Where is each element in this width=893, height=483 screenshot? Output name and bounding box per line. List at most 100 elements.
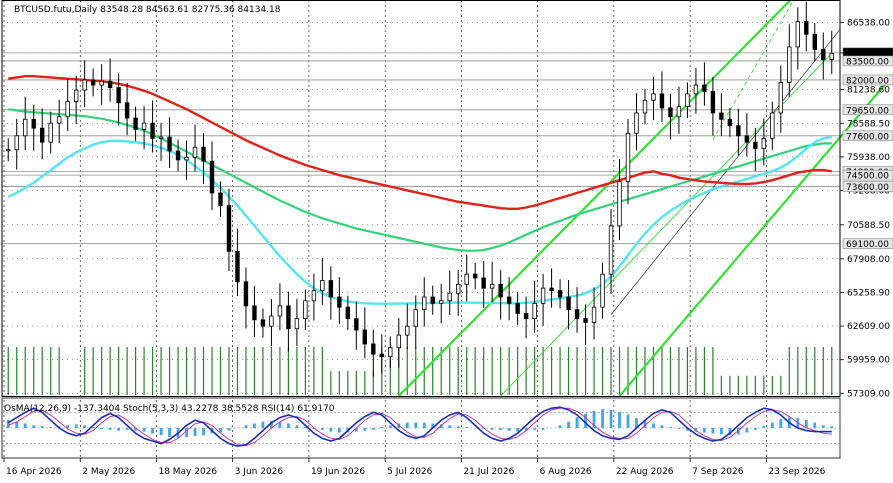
level-label-box <box>842 181 893 192</box>
volume-bar <box>831 347 833 395</box>
volume-bar <box>814 347 816 395</box>
volume-bar <box>168 347 171 395</box>
volume-bar <box>771 375 773 395</box>
candle-body <box>804 21 809 35</box>
osma-bar <box>100 428 104 429</box>
candle-body <box>260 319 266 327</box>
time-tick-label: 5 Jul 2026 <box>387 467 432 477</box>
candle-body <box>778 82 784 114</box>
osma-bar <box>74 424 78 428</box>
volume-bar <box>160 347 162 395</box>
osma-bar <box>151 428 154 434</box>
osma-bar <box>270 420 273 428</box>
osma-bar <box>159 428 163 436</box>
volume-bar <box>347 371 349 395</box>
level-label: 74500.00 <box>846 172 889 182</box>
volume-bar <box>432 347 434 395</box>
candle-body <box>464 273 469 285</box>
osma-bar <box>363 428 367 431</box>
osma-bar <box>728 428 732 436</box>
volume-bar <box>780 375 782 395</box>
volume-bar <box>134 347 137 395</box>
volume-bar <box>398 347 400 395</box>
volume-bar <box>695 347 697 395</box>
level-label: 69100.00 <box>846 240 889 250</box>
level-label: 82000.00 <box>846 76 889 86</box>
osma-bar <box>516 428 520 432</box>
osma-bar <box>414 422 418 428</box>
volume-bar <box>313 347 315 395</box>
candle-body <box>744 135 750 143</box>
candle-body <box>625 132 631 182</box>
volume-bar <box>601 347 604 395</box>
candle-body <box>345 306 351 319</box>
trend-line <box>712 0 795 140</box>
volume-bar <box>143 347 145 395</box>
candle-body <box>133 117 138 130</box>
volume-bar <box>754 375 756 395</box>
candle-body <box>388 347 393 358</box>
candle-body <box>668 107 673 118</box>
price-tick-label: 86538.00 <box>847 18 890 28</box>
volume-bar <box>321 347 323 395</box>
osma-bar <box>15 421 19 428</box>
osma-bar <box>337 428 341 433</box>
volume-bar <box>185 347 188 395</box>
osma-bar <box>23 423 27 428</box>
price-panel-frame <box>1 0 841 397</box>
candle-body <box>252 305 257 321</box>
osma-bar <box>652 423 655 428</box>
candle-body <box>812 33 817 50</box>
time-tick-label: 18 May 2026 <box>158 467 217 477</box>
volume-bar <box>177 347 179 395</box>
candle-body <box>753 141 758 149</box>
candle-body <box>303 300 308 319</box>
volume-bar <box>194 347 196 395</box>
candle-body <box>396 334 401 349</box>
osma-bar <box>660 425 664 428</box>
candle-body <box>371 343 376 355</box>
volume-bar <box>41 347 43 395</box>
osma-bar <box>303 427 307 428</box>
candle-body <box>311 290 317 302</box>
candle-body <box>405 325 410 336</box>
candle-body <box>286 305 291 330</box>
volume-bar <box>788 347 790 395</box>
osma-bar <box>431 423 435 428</box>
indicator-panel <box>1 397 841 459</box>
volume-bar <box>474 347 476 395</box>
stoch-main-line <box>7 406 832 448</box>
volume-bar <box>542 347 544 395</box>
volume-bar <box>202 347 205 395</box>
volume-bar <box>16 347 18 395</box>
candle-body <box>23 118 28 137</box>
volume-bar <box>593 347 595 395</box>
osma-bar <box>439 424 443 428</box>
volume-bar <box>24 347 26 395</box>
candle-body <box>40 127 45 143</box>
candle-body <box>14 135 19 151</box>
candle-body <box>31 118 36 129</box>
candle-body <box>192 146 198 158</box>
osma-bar <box>669 427 672 428</box>
candle-body <box>99 80 104 86</box>
price-tick-label: 67908.00 <box>847 255 890 265</box>
osma-bar <box>91 427 95 428</box>
volume-bar <box>338 371 340 395</box>
osma-bar <box>354 428 358 432</box>
osma-bar <box>295 425 299 428</box>
osma-bar <box>830 426 834 428</box>
volume-bar <box>703 347 706 395</box>
volume-bar <box>635 347 638 395</box>
level-label: 79650.00 <box>846 106 889 116</box>
volume-bar <box>500 347 502 395</box>
candle-body <box>294 318 300 330</box>
candle-body <box>736 125 741 137</box>
candle-body <box>430 296 435 304</box>
osma-bar <box>388 425 392 428</box>
osma-bar <box>168 428 171 437</box>
volume-bar <box>440 347 442 395</box>
volume-bar <box>109 347 111 395</box>
osma-bar <box>380 427 384 428</box>
